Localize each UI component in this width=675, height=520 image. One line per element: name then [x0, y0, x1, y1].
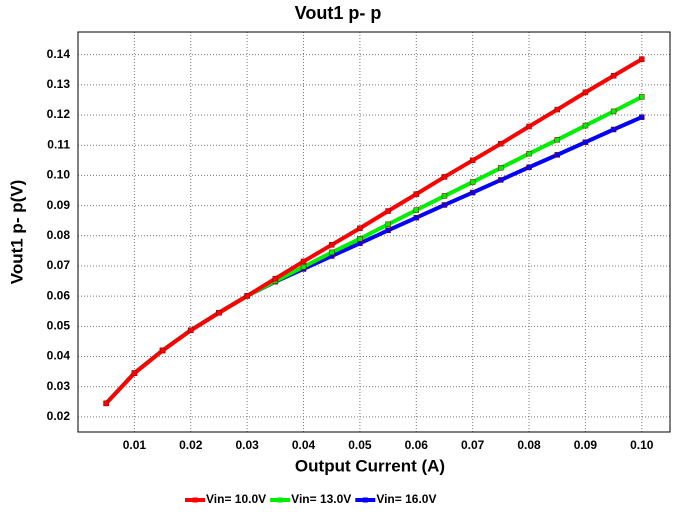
- y-tick-label: 0.12: [47, 107, 71, 121]
- series-line: [104, 115, 643, 405]
- chart-title: Vout1 p- p: [295, 3, 382, 23]
- point-marker: [526, 164, 532, 170]
- y-tick-label: 0.13: [47, 77, 71, 91]
- x-tick-label: 0.02: [179, 438, 203, 452]
- point-marker: [385, 221, 391, 228]
- legend-label: Vin= 13.0V: [291, 492, 351, 506]
- y-tick-label: 0.04: [47, 349, 71, 363]
- y-tick-label: 0.08: [47, 228, 71, 242]
- legend-marker: [192, 497, 198, 503]
- point-marker: [188, 327, 194, 334]
- point-marker: [639, 94, 645, 100]
- y-tick-label: 0.02: [47, 409, 71, 423]
- point-marker: [610, 108, 617, 115]
- point-marker: [385, 227, 391, 234]
- point-marker: [159, 347, 166, 354]
- point-marker: [300, 264, 307, 270]
- point-marker: [469, 157, 476, 164]
- point-marker: [554, 152, 560, 158]
- point-marker: [272, 275, 279, 282]
- legend-label: Vin= 16.0V: [376, 492, 436, 506]
- x-tick-label: 0.05: [348, 438, 372, 452]
- point-marker: [103, 400, 109, 407]
- point-marker: [554, 137, 560, 143]
- y-tick-label: 0.05: [47, 319, 71, 333]
- point-marker: [469, 179, 476, 185]
- point-marker: [469, 189, 476, 196]
- point-marker: [413, 191, 420, 197]
- point-marker: [582, 139, 589, 145]
- x-tick-label: 0.08: [517, 438, 541, 452]
- x-tick-label: 0.03: [235, 438, 259, 452]
- point-marker: [244, 293, 250, 299]
- point-marker: [131, 370, 138, 376]
- point-marker: [498, 177, 504, 183]
- point-marker: [610, 73, 617, 79]
- x-tick-label: 0.06: [405, 438, 429, 452]
- x-tick-label: 0.07: [461, 438, 485, 452]
- point-marker: [582, 122, 589, 129]
- x-tick-label: 0.04: [292, 438, 316, 452]
- plot-frame: [77, 31, 671, 433]
- point-marker: [413, 214, 420, 221]
- x-axis-label: Output Current (A): [295, 456, 445, 475]
- point-marker: [639, 56, 645, 62]
- point-marker: [610, 126, 617, 133]
- point-marker: [441, 202, 448, 208]
- point-marker: [498, 140, 504, 147]
- x-tick-label: 0.01: [123, 438, 147, 452]
- series-line: [104, 57, 643, 405]
- point-marker: [498, 165, 504, 171]
- point-marker: [554, 106, 560, 113]
- legend-marker: [277, 497, 283, 503]
- point-marker: [328, 242, 335, 248]
- point-marker: [413, 207, 420, 213]
- point-marker: [526, 150, 532, 157]
- y-tick-label: 0.09: [47, 198, 71, 212]
- x-tick-label: 0.10: [630, 438, 654, 452]
- point-marker: [639, 114, 645, 120]
- legend-marker: [362, 497, 368, 503]
- point-marker: [526, 123, 532, 130]
- series-line: [104, 95, 643, 405]
- point-marker: [441, 174, 448, 180]
- point-marker: [216, 310, 222, 316]
- point-marker: [357, 236, 363, 242]
- y-tick-label: 0.03: [47, 379, 71, 393]
- point-marker: [328, 249, 335, 256]
- point-marker: [441, 193, 448, 199]
- y-tick-label: 0.07: [47, 258, 71, 272]
- y-axis-label: Vout1 p- p(V): [7, 180, 26, 285]
- point-marker: [385, 208, 391, 214]
- legend-label: Vin= 10.0V: [206, 492, 266, 506]
- y-tick-label: 0.14: [47, 47, 71, 61]
- point-marker: [300, 258, 307, 265]
- point-marker: [582, 89, 589, 96]
- y-tick-label: 0.06: [47, 288, 71, 302]
- y-tick-label: 0.11: [47, 137, 70, 151]
- point-marker: [357, 225, 363, 231]
- y-tick-label: 0.10: [47, 168, 71, 182]
- x-tick-label: 0.09: [574, 438, 598, 452]
